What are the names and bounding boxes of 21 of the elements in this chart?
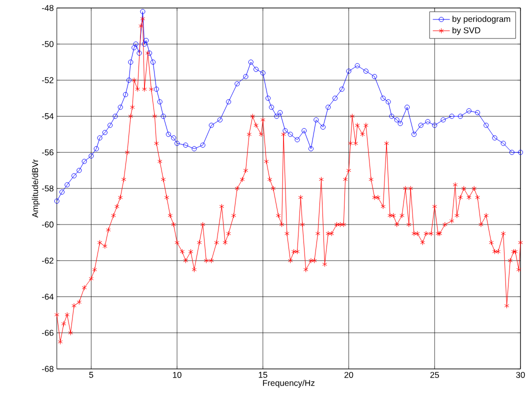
y-tick-label: -58 [42,186,54,192]
y-tick-label: -60 [42,222,54,228]
y-tick-label: -56 [42,149,54,156]
y-axis-title: Amplitude/dBVr [32,160,40,218]
y-tick-label: -52 [42,77,54,84]
x-tick-label: 10 [172,372,182,378]
x-tick-label: 25 [430,372,439,378]
y-tick-label: -62 [42,258,54,264]
x-tick-label: 20 [344,372,354,378]
x-axis-title: Frequency/Hz [263,380,315,388]
legend-label: by SVD [452,27,480,36]
x-tick-label: 5 [89,372,94,378]
y-tick-label: -50 [42,41,54,48]
y-tick-label: -66 [42,330,54,336]
y-tick-label: -68 [42,366,54,372]
y-tick-label: -54 [42,113,54,120]
y-tick-label: -64 [42,294,54,300]
legend-label: by periodogram [452,16,510,24]
x-tick-label: 15 [258,372,268,378]
x-tick-label: 30 [516,372,525,378]
y-tick-label: -48 [42,5,54,12]
